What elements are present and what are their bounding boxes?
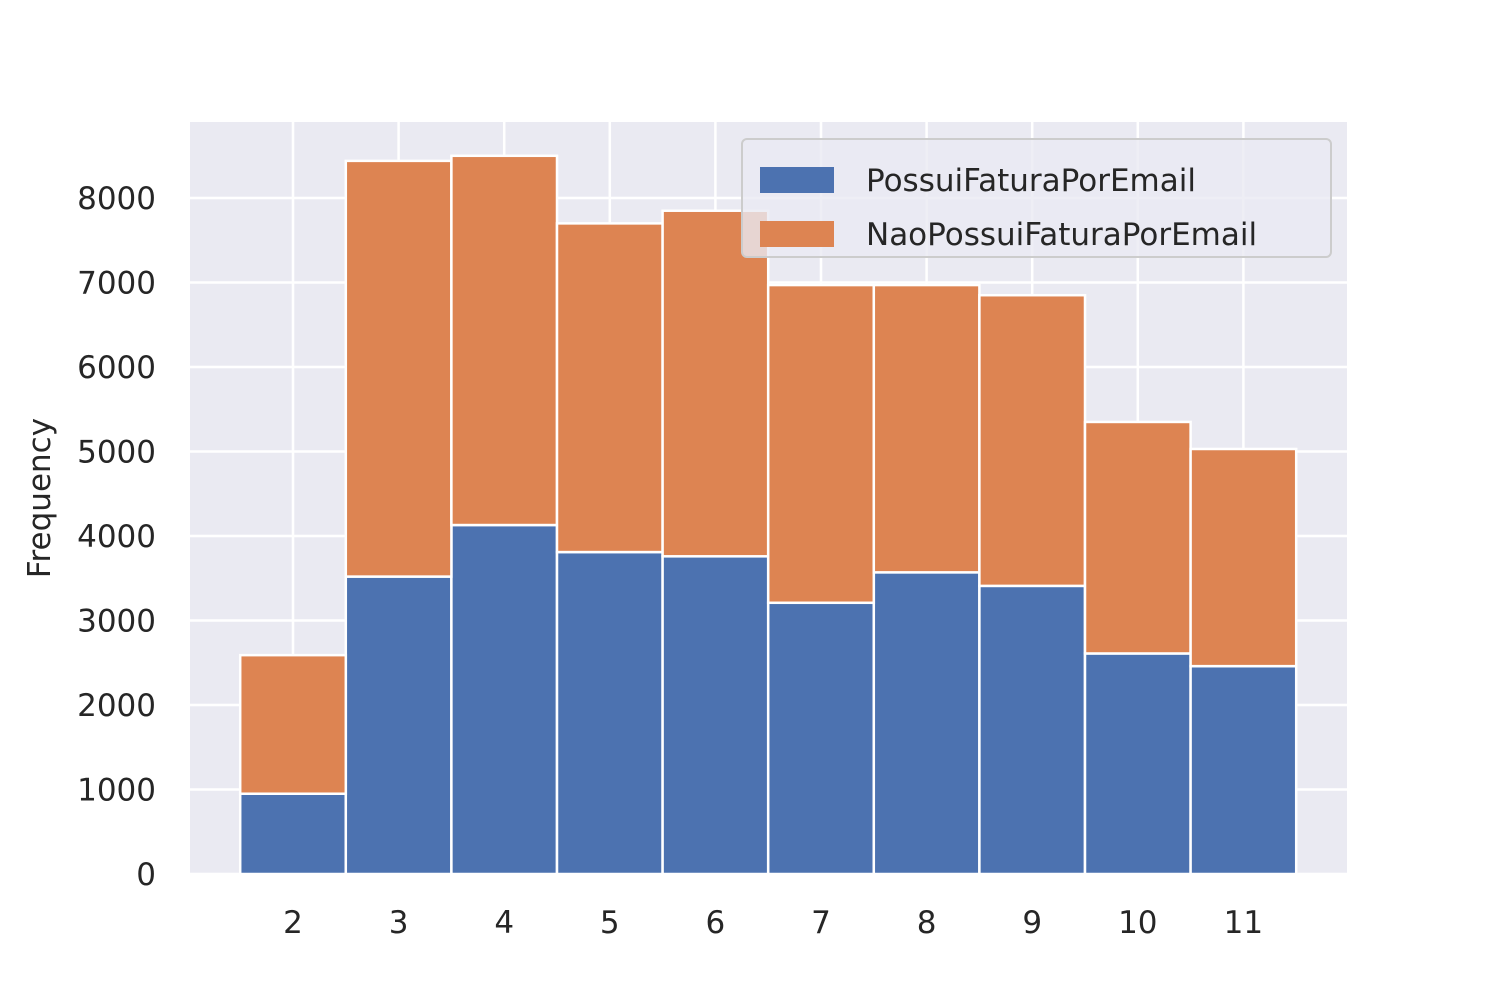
x-tick-label: 2 <box>283 905 303 941</box>
bar-possui-6 <box>661 555 770 876</box>
y-axis-label: Frequency <box>22 418 58 578</box>
y-tick-label: 5000 <box>77 435 156 471</box>
bar-nao-possui-2 <box>238 653 348 795</box>
bar-possui-7 <box>766 601 876 876</box>
bar-nao-possui-9 <box>978 293 1087 588</box>
y-tick-label: 6000 <box>77 350 156 386</box>
x-tick-label: 5 <box>600 905 620 941</box>
bar-possui-2 <box>238 792 348 876</box>
x-tick-labels: 2 3 4 5 6 7 8 9 10 11 <box>283 905 1263 941</box>
bar-nao-possui-7 <box>766 283 876 605</box>
bar-possui-5 <box>555 550 664 876</box>
x-tick-label: 4 <box>494 905 514 941</box>
legend-swatch <box>760 221 834 247</box>
bar-possui-3 <box>344 575 453 876</box>
x-tick-label: 10 <box>1118 905 1157 941</box>
y-tick-label: 1000 <box>77 773 156 809</box>
x-tick-label: 7 <box>811 905 831 941</box>
legend-label: NaoPossuiFaturaPorEmail <box>866 217 1257 253</box>
x-tick-label: 3 <box>389 905 409 941</box>
bars <box>238 154 1298 876</box>
legend-label: PossuiFaturaPorEmail <box>866 163 1196 199</box>
x-tick-label: 11 <box>1224 905 1263 941</box>
legend-frame <box>741 138 1332 258</box>
y-tick-label: 7000 <box>77 266 156 302</box>
y-tick-labels: 0 1000 2000 3000 4000 5000 6000 7000 8000 <box>77 181 156 893</box>
y-tick-label: 0 <box>136 857 156 893</box>
y-tick-label: 8000 <box>77 181 156 217</box>
x-tick-label: 9 <box>1022 905 1042 941</box>
y-tick-label: 3000 <box>77 604 156 640</box>
bar-nao-possui-8 <box>872 283 981 574</box>
bar-possui-4 <box>450 523 559 876</box>
bar-possui-8 <box>872 571 981 876</box>
x-tick-label: 8 <box>917 905 937 941</box>
bar-possui-10 <box>1083 652 1192 876</box>
bar-nao-possui-6 <box>661 209 770 558</box>
x-tick-label: 6 <box>706 905 726 941</box>
bar-nao-possui-10 <box>1083 420 1192 655</box>
bar-possui-11 <box>1189 664 1298 876</box>
legend: PossuiFaturaPorEmail NaoPossuiFaturaPorEm… <box>741 138 1332 258</box>
bar-nao-possui-4 <box>450 154 559 527</box>
legend-swatch <box>760 167 834 193</box>
bar-nao-possui-3 <box>344 159 453 578</box>
y-tick-label: 2000 <box>77 688 156 724</box>
bar-possui-9 <box>978 584 1087 876</box>
y-tick-label: 4000 <box>77 519 156 555</box>
bar-nao-possui-5 <box>555 222 664 554</box>
bar-nao-possui-11 <box>1189 447 1298 668</box>
